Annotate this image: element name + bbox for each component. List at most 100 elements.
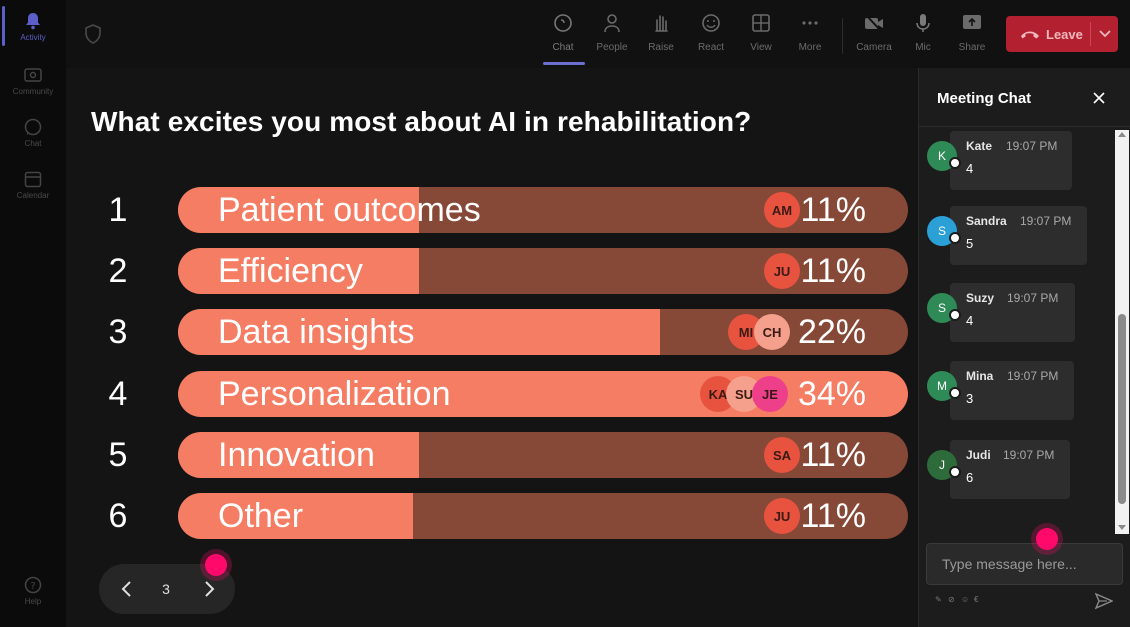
shield-icon (84, 24, 102, 44)
leave-button[interactable]: Leave (1006, 16, 1118, 52)
option-rank: 5 (108, 435, 128, 474)
share-icon (961, 12, 983, 34)
toolbar-divider (842, 18, 843, 54)
poll-option-row: 1 Patient outcomes AM 11% (96, 187, 908, 233)
chat-divider (919, 126, 1130, 127)
rail-item-community[interactable]: Community (0, 56, 66, 106)
rail-active-indicator (2, 6, 5, 46)
chevron-down-icon[interactable] (1098, 26, 1112, 40)
sender-name: Mina (966, 369, 994, 383)
leave-divider (1090, 22, 1091, 46)
more-icon (799, 12, 821, 34)
chat-scrollbar[interactable] (1115, 130, 1129, 534)
voter-avatar: AM (764, 192, 800, 228)
chevron-left-icon (121, 581, 131, 597)
previous-slide-button[interactable] (115, 577, 139, 601)
scroll-down-arrow[interactable] (1118, 525, 1126, 530)
meeting-chat-panel: Meeting Chat Kate 19:07 PM 4 K Sandra 19:07 P… (918, 68, 1130, 627)
toolbar-people-button[interactable]: People (589, 8, 635, 64)
chat-message-input[interactable] (926, 543, 1123, 585)
toolbar-view-button[interactable]: View (738, 8, 784, 64)
message-time: 19:07 PM (1020, 214, 1072, 228)
poll-question: What excites you most about AI in rehabi… (91, 106, 752, 137)
send-icon[interactable] (1094, 592, 1114, 610)
option-label: Data insights (218, 312, 415, 351)
close-icon[interactable] (1091, 90, 1107, 106)
toolbar-mic-button[interactable]: Mic (900, 8, 946, 64)
option-label: Efficiency (218, 251, 363, 290)
svg-text:?: ? (30, 581, 35, 592)
scroll-up-arrow[interactable] (1118, 132, 1126, 137)
sender-name: Suzy (966, 291, 995, 305)
toolbar-label: Chat (552, 42, 574, 53)
option-bar: Personalization KA SU JE 34% (178, 371, 908, 417)
raise-hand-icon (650, 12, 672, 34)
hang-up-icon (1020, 28, 1040, 40)
sender-name: Judi (966, 448, 991, 462)
chat-icon (24, 118, 42, 136)
voter-avatar: JU (764, 498, 800, 534)
message-bubble[interactable]: Kate 19:07 PM 4 (950, 131, 1072, 190)
message-time: 19:07 PM (1007, 291, 1059, 305)
toolbar-react-button[interactable]: React (688, 8, 734, 64)
rail-label: Community (12, 87, 54, 96)
gif-icon[interactable]: € (974, 595, 979, 604)
option-rank: 1 (108, 190, 128, 229)
message-bubble[interactable]: Mina 19:07 PM 3 (950, 361, 1074, 420)
message-time: 19:07 PM (1003, 448, 1055, 462)
option-rank: 6 (108, 496, 128, 535)
presence-indicator (949, 157, 961, 169)
option-label: Personalization (218, 374, 451, 413)
toolbar-raise-button[interactable]: Raise (638, 8, 684, 64)
poll-results-stage: What excites you most about AI in rehabi… (66, 68, 918, 627)
option-bar: Data insights MI CH 22% (178, 309, 908, 355)
rail-label: Calendar (16, 191, 50, 200)
toolbar-label: Raise (648, 42, 674, 53)
poll-option-row: 6 Other JU 11% (96, 493, 908, 539)
community-icon (24, 66, 42, 84)
option-percent: 11% (800, 496, 866, 535)
poll-option-row: 4 Personalization KA SU JE 34% (96, 371, 908, 417)
scrollbar-thumb[interactable] (1118, 314, 1126, 504)
message-bubble[interactable]: Suzy 19:07 PM 4 (950, 283, 1075, 342)
option-bar: Patient outcomes AM 11% (178, 187, 908, 233)
chat-format-toolbar: ✎ ⊘ ☺ € (935, 596, 981, 608)
poll-option-row: 5 Innovation SA 11% (96, 432, 908, 478)
attach-icon[interactable]: ⊘ (948, 595, 955, 604)
page-number: 3 (162, 581, 170, 597)
mic-icon (912, 12, 934, 34)
toolbar-label: Camera (856, 42, 892, 53)
rail-item-calendar[interactable]: Calendar (0, 160, 66, 210)
camera-off-icon (863, 12, 885, 34)
rail-item-activity[interactable]: Activity (0, 2, 66, 52)
rail-item-help[interactable]: ? Help (0, 566, 66, 616)
message-bubble[interactable]: Sandra 19:07 PM 5 (950, 206, 1087, 265)
toolbar-more-button[interactable]: More (787, 8, 833, 64)
rail-label: Help (24, 597, 42, 606)
sender-name: Sandra (966, 214, 1007, 228)
option-bar-fill (178, 187, 419, 233)
option-percent: 11% (800, 190, 866, 229)
option-bar: Efficiency JU 11% (178, 248, 908, 294)
chat-title: Meeting Chat (937, 90, 1032, 107)
toolbar-chat-button[interactable]: Chat (540, 8, 586, 64)
toolbar-label: React (697, 42, 725, 53)
emoji-icon[interactable]: ☺ (961, 595, 970, 604)
next-slide-button[interactable] (197, 577, 221, 601)
toolbar-camera-button[interactable]: Camera (851, 8, 897, 64)
meeting-toolbar: Chat People Raise React View (66, 0, 1130, 68)
option-bar: Innovation SA 11% (178, 432, 908, 478)
rail-label: Chat (24, 139, 42, 148)
rail-item-chat[interactable]: Chat (0, 108, 66, 158)
toolbar-share-button[interactable]: Share (949, 8, 995, 64)
chat-icon (552, 12, 574, 34)
option-bar-fill (178, 309, 660, 355)
chevron-right-icon (205, 581, 215, 597)
option-bar: Other JU 11% (178, 493, 908, 539)
message-bubble[interactable]: Judi 19:07 PM 6 (950, 440, 1070, 499)
format-icon[interactable]: ✎ (935, 595, 942, 604)
option-percent: 11% (800, 435, 866, 474)
poll-option-row: 3 Data insights MI CH 22% (96, 309, 908, 355)
option-bar-fill (178, 493, 413, 539)
